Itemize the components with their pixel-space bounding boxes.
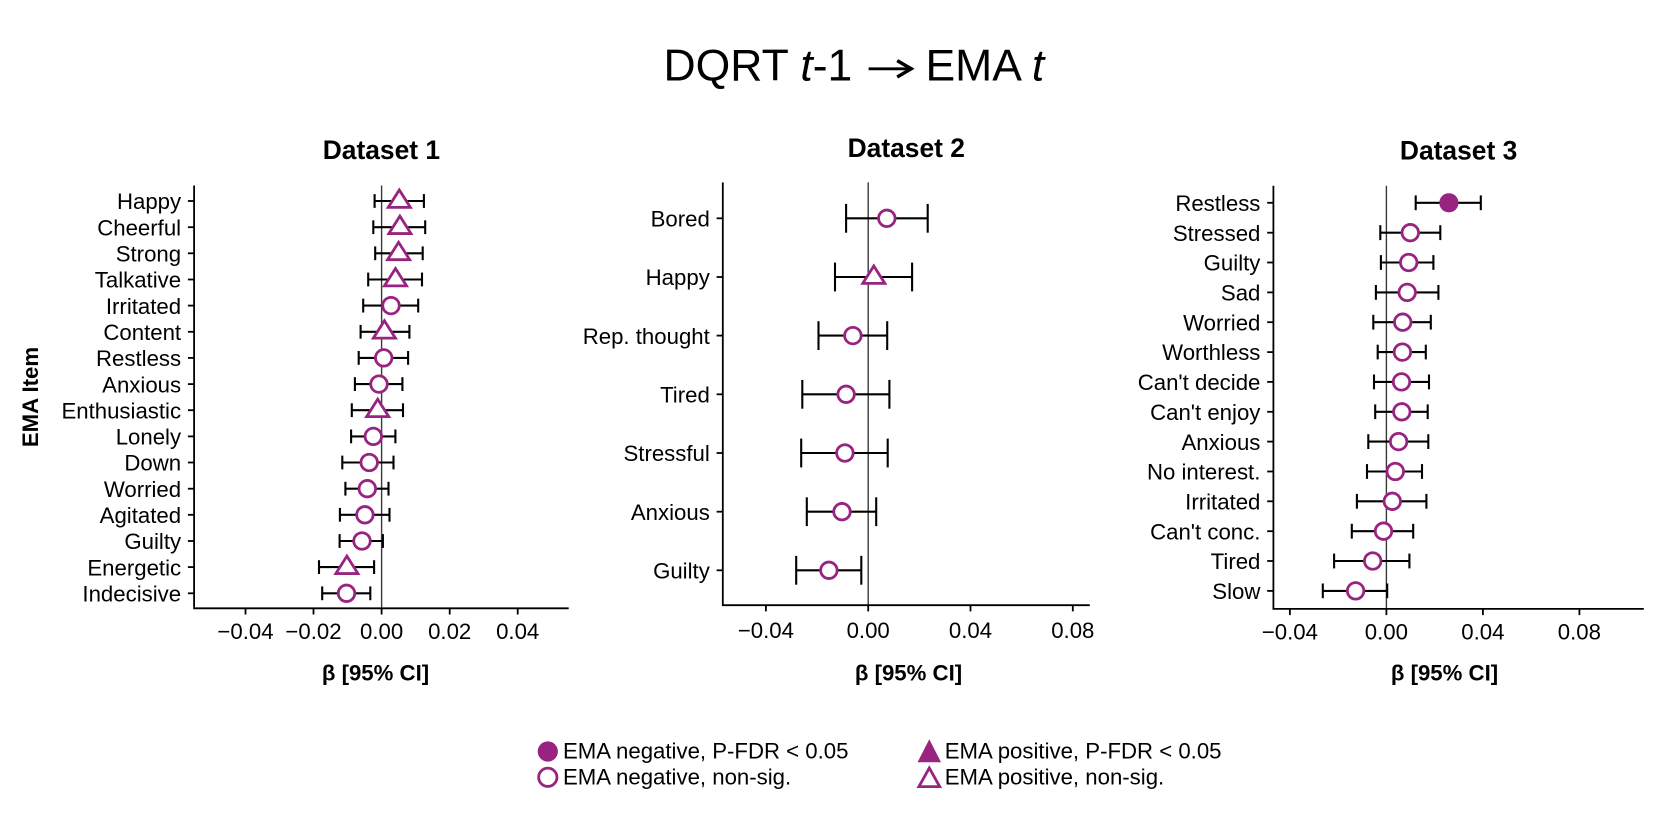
svg-text:Dataset 3: Dataset 3 <box>1400 136 1517 166</box>
svg-text:Strong: Strong <box>116 242 181 267</box>
svg-text:Restless: Restless <box>96 346 181 371</box>
svg-text:Guilty: Guilty <box>1204 251 1262 276</box>
svg-text:Worried: Worried <box>1183 310 1260 335</box>
svg-text:Dataset 1: Dataset 1 <box>323 135 440 165</box>
svg-text:−0.02: −0.02 <box>285 619 341 644</box>
svg-text:Can't enjoy: Can't enjoy <box>1150 400 1261 425</box>
svg-text:Agitated: Agitated <box>100 503 181 528</box>
svg-text:0.04: 0.04 <box>949 618 992 643</box>
svg-text:Can't decide: Can't decide <box>1138 370 1261 395</box>
svg-text:Worthless: Worthless <box>1162 340 1260 365</box>
svg-text:Slow: Slow <box>1212 579 1261 604</box>
svg-text:Irritated: Irritated <box>106 294 181 319</box>
svg-text:Cheerful: Cheerful <box>97 215 181 240</box>
svg-text:EMA negative, non-sig.: EMA negative, non-sig. <box>563 764 791 789</box>
svg-text:Anxious: Anxious <box>1181 430 1260 455</box>
svg-text:0.08: 0.08 <box>1558 620 1601 645</box>
svg-text:Down: Down <box>124 451 181 476</box>
svg-text:β [95% CI]: β [95% CI] <box>322 660 429 685</box>
svg-text:Sad: Sad <box>1221 281 1260 306</box>
svg-text:0.00: 0.00 <box>847 618 890 643</box>
svg-text:0.00: 0.00 <box>1365 620 1408 645</box>
svg-text:Happy: Happy <box>646 265 711 290</box>
svg-text:EMA positive, P-FDR < 0.05: EMA positive, P-FDR < 0.05 <box>945 739 1222 764</box>
svg-text:0.00: 0.00 <box>360 619 403 644</box>
svg-text:Anxious: Anxious <box>631 500 710 525</box>
svg-text:0.02: 0.02 <box>428 619 471 644</box>
svg-text:DQRT t-1: DQRT t-1 <box>664 42 853 91</box>
svg-text:Tired: Tired <box>660 383 710 408</box>
svg-text:EMA negative, P-FDR < 0.05: EMA negative, P-FDR < 0.05 <box>563 739 849 764</box>
svg-text:−0.04: −0.04 <box>217 619 273 644</box>
svg-text:Enthusiastic: Enthusiastic <box>61 398 181 423</box>
svg-text:Anxious: Anxious <box>102 372 181 397</box>
svg-text:EMA positive, non-sig.: EMA positive, non-sig. <box>945 764 1165 789</box>
svg-text:Talkative: Talkative <box>95 268 181 293</box>
svg-text:Lonely: Lonely <box>116 425 182 450</box>
svg-text:0.04: 0.04 <box>1461 620 1504 645</box>
svg-text:Irritated: Irritated <box>1185 490 1260 515</box>
svg-text:Stressed: Stressed <box>1173 221 1261 246</box>
svg-text:No interest.: No interest. <box>1147 460 1260 485</box>
svg-text:Energetic: Energetic <box>87 555 181 580</box>
svg-text:Tired: Tired <box>1211 549 1261 574</box>
svg-text:Indecisive: Indecisive <box>82 582 181 607</box>
svg-text:Restless: Restless <box>1175 191 1260 216</box>
svg-text:EMA Item: EMA Item <box>18 347 43 447</box>
svg-text:Stressful: Stressful <box>623 441 709 466</box>
svg-text:0.04: 0.04 <box>496 619 539 644</box>
svg-text:EMA t: EMA t <box>926 42 1046 91</box>
svg-text:β [95% CI]: β [95% CI] <box>855 660 962 685</box>
svg-text:Worried: Worried <box>104 477 181 502</box>
svg-text:−0.04: −0.04 <box>1262 620 1318 645</box>
svg-text:Guilty: Guilty <box>124 529 182 554</box>
svg-text:Content: Content <box>103 320 181 345</box>
svg-text:Rep. thought: Rep. thought <box>583 324 710 349</box>
svg-text:−0.04: −0.04 <box>738 618 794 643</box>
svg-text:Happy: Happy <box>117 189 182 214</box>
svg-text:Guilty: Guilty <box>653 559 711 584</box>
svg-text:Dataset 2: Dataset 2 <box>848 133 965 163</box>
svg-text:Can't conc.: Can't conc. <box>1150 519 1260 544</box>
svg-text:β [95% CI]: β [95% CI] <box>1391 660 1498 685</box>
svg-text:Bored: Bored <box>651 207 710 232</box>
svg-text:0.08: 0.08 <box>1051 618 1094 643</box>
